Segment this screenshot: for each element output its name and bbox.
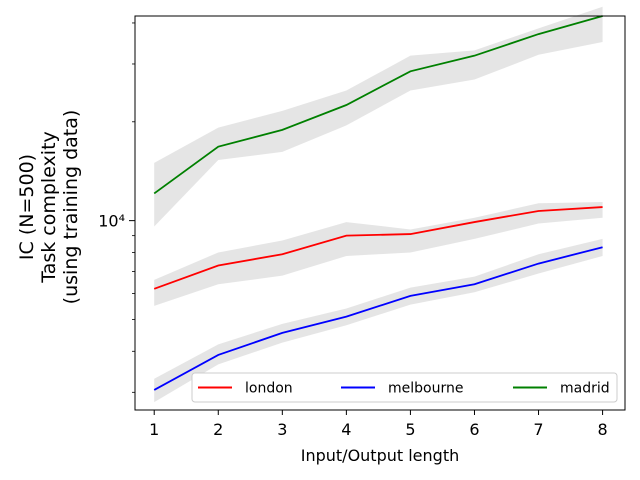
series-lines (153, 15, 603, 391)
x-tick-label: 7 (533, 420, 543, 439)
legend-box (191, 372, 618, 403)
x-tick-label: 4 (341, 420, 351, 439)
y-axis-label: IC (N=500) Task complexity (using traini… (16, 110, 82, 305)
x-tick-label: 5 (405, 420, 415, 439)
band-london (154, 201, 603, 306)
x-tick-label: 3 (277, 420, 287, 439)
y-axis-label-line-3: (using training data) (60, 110, 82, 305)
y-axis-label-line-1: IC (N=500) (16, 154, 38, 260)
x-tick-label: 1 (149, 420, 159, 439)
y-axis-label-line-2: Task complexity (38, 131, 60, 284)
x-axis-ticks: 1 2 3 4 5 6 7 8 (149, 410, 608, 439)
legend-label-melbourne: melbourne (388, 381, 463, 397)
line-london (153, 206, 603, 290)
legend-label-london: london (245, 381, 293, 397)
x-axis-label: Input/Output length (301, 446, 459, 465)
confidence-bands (154, 6, 603, 403)
x-tick-label: 6 (469, 420, 479, 439)
plot-area-frame (134, 15, 626, 411)
legend: london melbourne madrid (191, 372, 618, 403)
y-axis-ticks: 10⁴ (98, 22, 135, 393)
line-madrid (153, 15, 603, 195)
x-tick-label: 8 (597, 420, 607, 439)
legend-label-madrid: madrid (560, 381, 610, 397)
y-tick-label: 10⁴ (98, 212, 125, 231)
line-melbourne (153, 246, 603, 391)
band-madrid (154, 6, 603, 227)
x-tick-label: 2 (213, 420, 223, 439)
